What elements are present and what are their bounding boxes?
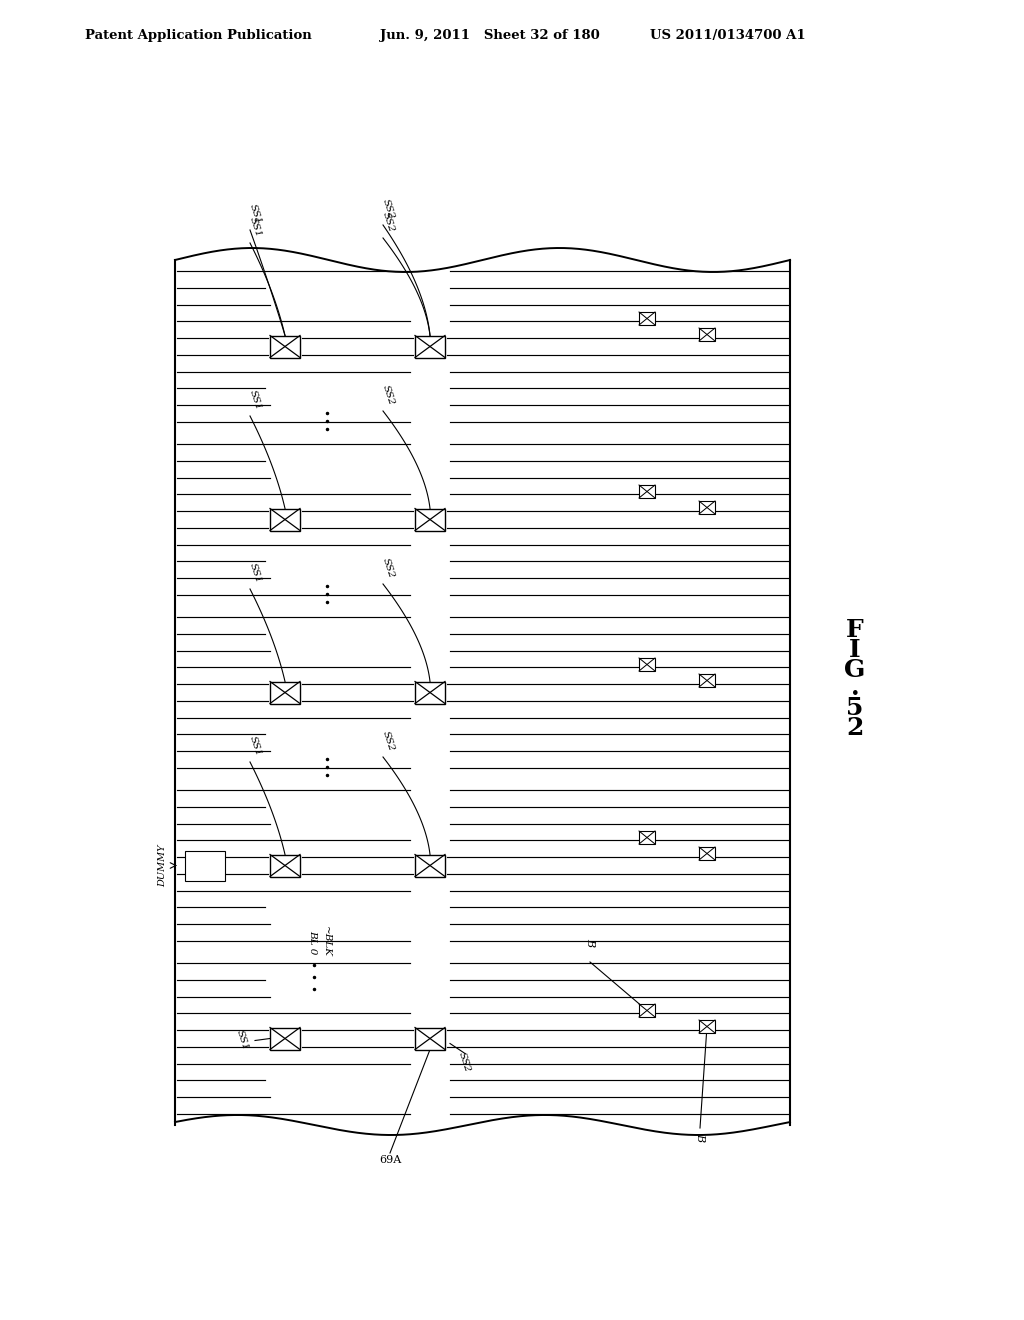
Text: SS2: SS2 xyxy=(381,198,395,220)
Bar xyxy=(270,681,300,704)
Text: F: F xyxy=(846,618,864,642)
Text: SS2: SS2 xyxy=(381,730,395,752)
Text: SS1: SS1 xyxy=(236,1030,250,1052)
Text: SS2: SS2 xyxy=(381,210,395,234)
Text: ~BLK: ~BLK xyxy=(322,927,331,957)
Bar xyxy=(699,1020,715,1034)
Bar xyxy=(699,847,715,861)
Text: SS2: SS2 xyxy=(381,557,395,579)
Text: SS1: SS1 xyxy=(248,202,262,224)
Bar xyxy=(699,675,715,686)
Bar xyxy=(415,508,445,531)
Text: SS1: SS1 xyxy=(248,388,262,411)
Text: 5: 5 xyxy=(846,696,863,719)
Bar xyxy=(270,508,300,531)
Bar xyxy=(415,335,445,358)
Text: 69A: 69A xyxy=(379,1155,401,1166)
Bar xyxy=(639,657,655,671)
Text: BL 0: BL 0 xyxy=(308,929,317,954)
Text: SS1: SS1 xyxy=(248,561,262,583)
Text: I: I xyxy=(849,638,861,663)
Bar xyxy=(639,832,655,843)
Text: G: G xyxy=(845,657,865,682)
Bar xyxy=(639,1005,655,1016)
Bar xyxy=(415,854,445,876)
Text: 2: 2 xyxy=(846,715,863,741)
Text: DUMMY: DUMMY xyxy=(158,845,167,887)
Bar xyxy=(639,312,655,325)
Text: SS2: SS2 xyxy=(381,384,395,407)
Bar xyxy=(415,681,445,704)
Text: B: B xyxy=(695,1133,705,1140)
Bar xyxy=(639,484,655,498)
Bar xyxy=(270,335,300,358)
Text: SS1: SS1 xyxy=(248,734,262,756)
Bar xyxy=(699,327,715,341)
Bar xyxy=(699,502,715,513)
Bar xyxy=(270,1027,300,1049)
Text: US 2011/0134700 A1: US 2011/0134700 A1 xyxy=(650,29,806,41)
Text: Jun. 9, 2011   Sheet 32 of 180: Jun. 9, 2011 Sheet 32 of 180 xyxy=(380,29,600,41)
Bar xyxy=(415,1027,445,1049)
Text: SS2: SS2 xyxy=(457,1051,472,1073)
Text: .: . xyxy=(851,676,859,700)
Text: B: B xyxy=(585,939,595,946)
Text: Patent Application Publication: Patent Application Publication xyxy=(85,29,311,41)
Bar xyxy=(185,850,225,880)
Bar xyxy=(270,854,300,876)
Text: SS1: SS1 xyxy=(248,215,262,238)
